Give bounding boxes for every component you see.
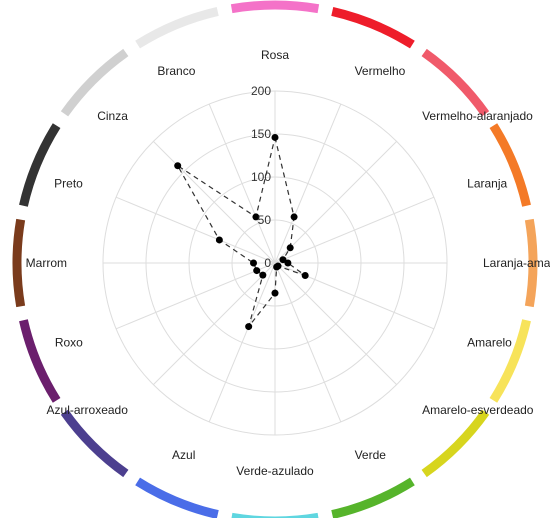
category-label-amarelo: Amarelo <box>467 336 512 350</box>
spoke-azul <box>208 262 276 423</box>
color-arc-amarelo-esverdeado <box>421 409 490 478</box>
tick-label-100: 100 <box>251 170 271 184</box>
color-arc-roxo <box>19 319 61 403</box>
data-point-branco[interactable] <box>252 213 260 221</box>
category-label-roxo: Roxo <box>55 336 83 350</box>
data-point-laranja-amarelado[interactable] <box>284 259 292 267</box>
category-label-cinza: Cinza <box>97 109 128 123</box>
category-labels: Rosa Vermelho Vermelho-alaranjado Laranja La… <box>26 48 550 478</box>
data-point-azul[interactable] <box>245 323 253 331</box>
category-label-amarelo-esverdeado: Amarelo-esverdeado <box>422 403 534 417</box>
spoke-vermelho-alaranjado <box>274 141 397 264</box>
category-label-preto: Preto <box>54 176 83 190</box>
color-arc-amarelo <box>489 319 531 403</box>
color-arc-branco <box>135 7 219 49</box>
color-arc-laranja-amarelado <box>524 218 538 308</box>
spoke-laranja <box>274 196 435 264</box>
data-point-cinza[interactable] <box>174 162 182 170</box>
color-arc-vermelho <box>331 7 415 49</box>
spoke-amarelo <box>274 262 435 330</box>
category-label-branco: Branco <box>157 64 195 78</box>
data-point-rosa[interactable] <box>271 133 279 141</box>
spoke-preto <box>115 196 276 264</box>
data-point-vermelho[interactable] <box>290 213 298 221</box>
spoke-vermelho <box>274 103 342 264</box>
category-label-verde: Verde <box>355 448 387 462</box>
color-arc-laranja <box>489 123 531 207</box>
data-point-laranja[interactable] <box>279 256 287 264</box>
data-point-preto[interactable] <box>215 236 223 244</box>
category-label-verde-azulado: Verde-azulado <box>236 464 314 478</box>
data-point-verde-azulado[interactable] <box>271 289 279 297</box>
data-point-amarelo[interactable] <box>301 272 309 280</box>
data-point-vermelho-alaranjado[interactable] <box>286 244 294 252</box>
spoke-amarelo-esverdeado <box>274 262 397 385</box>
data-point-marrom[interactable] <box>250 259 257 267</box>
color-arc-marrom <box>12 218 26 308</box>
data-point-azul-arroxeado[interactable] <box>259 271 267 279</box>
category-label-rosa: Rosa <box>261 48 289 62</box>
radar-grid <box>102 90 448 436</box>
spoke-verde <box>274 262 342 423</box>
tick-label-0: 0 <box>264 256 271 270</box>
tick-label-150: 150 <box>251 127 271 141</box>
color-arc-rosa <box>230 0 320 14</box>
radar-series <box>174 133 309 331</box>
spoke-azul-arroxeado <box>153 262 276 385</box>
color-arcs <box>12 0 538 518</box>
spoke-branco <box>208 103 276 264</box>
radial-tick-labels: 0 50 100 150 200 <box>251 84 271 270</box>
color-arc-verde <box>331 477 415 518</box>
spoke-cinza <box>153 141 276 264</box>
category-label-azul: Azul <box>172 448 195 462</box>
data-point-verde[interactable] <box>273 263 281 271</box>
category-label-vermelho-alaranjado: Vermelho-alaranjado <box>422 109 533 123</box>
color-arc-preto <box>19 123 61 207</box>
data-point-roxo[interactable] <box>253 267 261 275</box>
category-label-azul-arroxeado: Azul-arroxeado <box>47 403 129 417</box>
category-label-marrom: Marrom <box>26 256 67 270</box>
color-arc-azul-arroxeado <box>60 409 129 478</box>
category-label-laranja: Laranja <box>467 176 507 190</box>
color-arc-vermelho-alaranjado <box>421 48 490 117</box>
category-label-vermelho: Vermelho <box>355 64 406 78</box>
color-arc-cinza <box>60 48 129 117</box>
category-label-laranja-amarelado: Laranja-amarelado <box>483 256 550 270</box>
color-arc-azul <box>135 477 219 518</box>
spoke-roxo <box>115 262 276 330</box>
tick-label-200: 200 <box>251 84 271 98</box>
tick-label-50: 50 <box>258 213 272 227</box>
